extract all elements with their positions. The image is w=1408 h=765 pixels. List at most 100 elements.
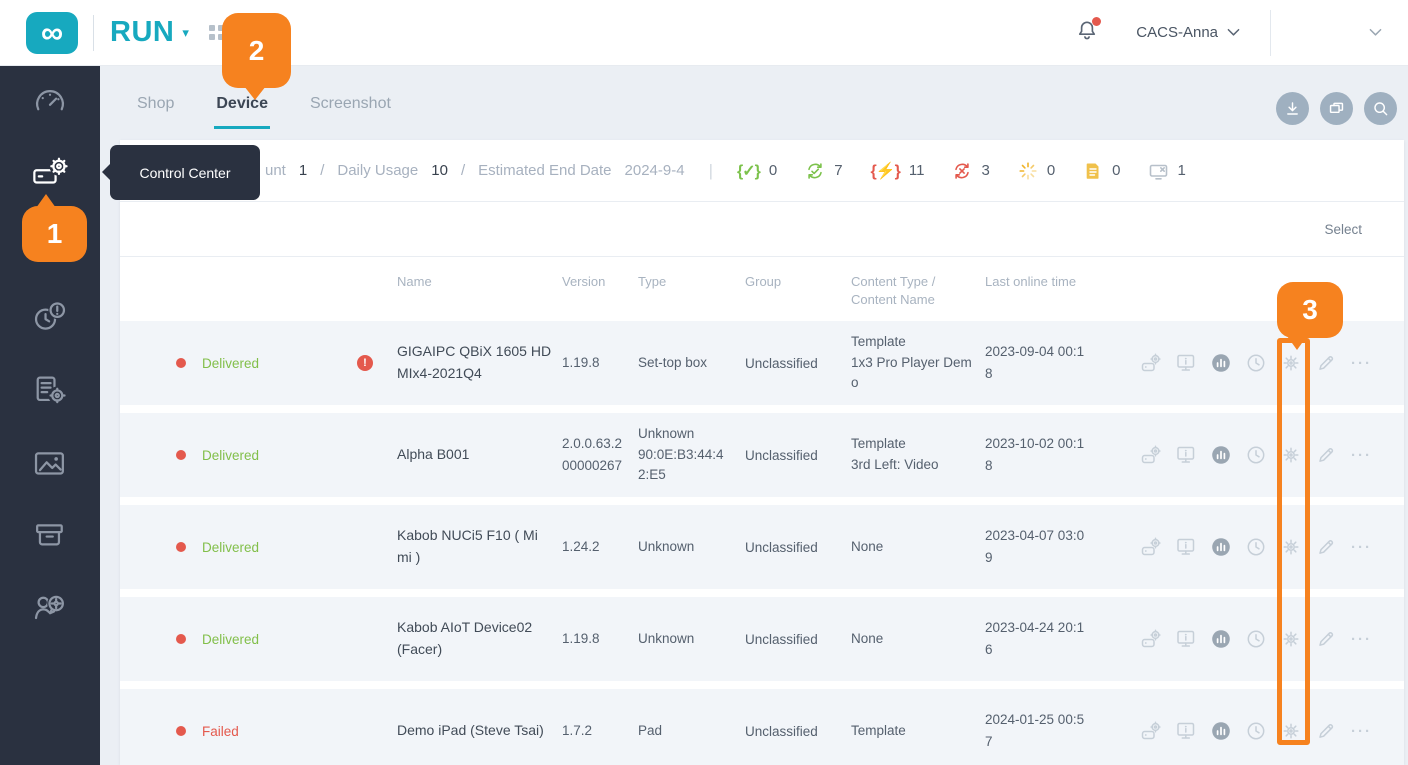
download-button[interactable] — [1276, 92, 1309, 125]
more-icon[interactable]: ··· — [1351, 538, 1372, 556]
device-name: Alpha B001 — [397, 446, 470, 463]
history-clock-icon[interactable] — [1246, 721, 1266, 741]
remote-control-icon[interactable] — [1141, 537, 1161, 557]
edit-pencil-icon[interactable] — [1316, 721, 1336, 741]
more-icon[interactable]: ··· — [1351, 722, 1372, 740]
counter-report: 0 — [1083, 161, 1121, 181]
device-gear-icon — [31, 154, 69, 192]
table-row[interactable]: Delivered Alpha B001 2.0.0.63.200000267 … — [120, 413, 1404, 497]
status-dot — [176, 634, 186, 644]
app-title-caret-icon[interactable]: ▾ — [182, 24, 189, 40]
table-row[interactable]: Delivered ! GIGAIPC QBiX 1605 HD MIx4-20… — [120, 321, 1404, 405]
column-header-name: Name — [397, 274, 432, 289]
device-panel: unt 1 / Daily Usage 10 / Estimated End D… — [120, 140, 1404, 765]
remote-control-icon[interactable] — [1141, 721, 1161, 741]
edit-pencil-icon[interactable] — [1316, 445, 1336, 465]
sidebar-item-account-settings[interactable] — [31, 589, 69, 627]
history-clock-icon[interactable] — [1246, 353, 1266, 373]
counter-pending: 0 — [1018, 161, 1055, 181]
screenshot-monitor-icon[interactable] — [1176, 721, 1196, 741]
last-online-time: 2023-04-24 20:16 — [985, 620, 1085, 657]
edit-pencil-icon[interactable] — [1316, 537, 1336, 557]
counter-sync-error: 3 — [952, 161, 990, 181]
notification-dot — [1092, 17, 1102, 26]
remote-control-icon[interactable] — [1141, 445, 1161, 465]
stat-label: unt — [265, 162, 286, 179]
tab-screenshot[interactable]: Screenshot — [309, 95, 391, 112]
stat-label: Estimated End Date — [478, 162, 612, 179]
table-row[interactable]: Delivered Kabob AIoT Device02 (Facer) 1.… — [120, 597, 1404, 681]
sidebar-item-logs[interactable] — [31, 372, 69, 410]
sidebar-item-media[interactable] — [31, 445, 69, 483]
settings-gear-icon[interactable] — [1281, 353, 1301, 373]
statistics-icon[interactable] — [1211, 537, 1231, 557]
tooltip-text: Control Center — [139, 164, 231, 181]
statistics-icon[interactable] — [1211, 445, 1231, 465]
history-clock-icon[interactable] — [1246, 445, 1266, 465]
screenshot-monitor-icon[interactable] — [1176, 537, 1196, 557]
org-chevron-down-icon[interactable] — [1369, 28, 1382, 37]
device-type: Unknown — [638, 538, 695, 554]
screenshot-monitor-icon[interactable] — [1176, 353, 1196, 373]
sidebar-item-archive[interactable] — [31, 517, 69, 555]
document-gear-icon — [31, 372, 69, 410]
user-chevron-down-icon[interactable] — [1227, 28, 1240, 37]
select-link[interactable]: Select — [1324, 221, 1362, 237]
device-group: Unclassified — [745, 447, 818, 463]
alert-icon[interactable]: ! — [357, 355, 373, 371]
content-type: None — [851, 630, 884, 646]
history-clock-icon[interactable] — [1246, 537, 1266, 557]
screenshot-monitor-icon[interactable] — [1176, 445, 1196, 465]
search-button[interactable] — [1364, 92, 1397, 125]
app-logo[interactable]: ∞ — [26, 11, 78, 54]
counter-script-error: {⚡} 11 — [870, 162, 925, 180]
settings-gear-icon[interactable] — [1281, 445, 1301, 465]
settings-gear-icon[interactable] — [1281, 537, 1301, 557]
remote-control-icon[interactable] — [1141, 629, 1161, 649]
sidebar-item-control-center[interactable] — [31, 154, 69, 192]
device-name: Kabob AIoT Device02 (Facer) — [397, 619, 533, 657]
edit-pencil-icon[interactable] — [1316, 629, 1336, 649]
table-row[interactable]: Delivered Kabob NUCi5 F10 ( Mi mi ) 1.24… — [120, 505, 1404, 589]
edit-pencil-icon[interactable] — [1316, 353, 1336, 373]
more-icon[interactable]: ··· — [1351, 446, 1372, 464]
remote-control-icon[interactable] — [1141, 353, 1161, 373]
statistics-icon[interactable] — [1211, 721, 1231, 741]
history-clock-icon[interactable] — [1246, 629, 1266, 649]
tab-device[interactable]: Device — [214, 95, 271, 129]
device-version: 2.0.0.63.200000267 — [562, 436, 623, 473]
content-tabs: Shop Device Screenshot — [137, 95, 391, 129]
header-divider — [93, 14, 94, 51]
notification-bell[interactable] — [1076, 17, 1102, 46]
header-divider — [1270, 9, 1271, 56]
statistics-icon[interactable] — [1211, 353, 1231, 373]
sidebar-item-dashboard[interactable] — [31, 83, 69, 121]
last-online-time: 2023-04-07 03:09 — [985, 528, 1085, 565]
screenshot-monitor-icon[interactable] — [1176, 629, 1196, 649]
delivery-status: Delivered — [202, 631, 260, 647]
user-menu[interactable]: CACS-Anna — [1136, 24, 1218, 41]
script-error-icon: {⚡} — [870, 162, 901, 180]
sidebar-item-history-alerts[interactable] — [31, 299, 69, 337]
table-row[interactable]: Failed Demo iPad (Steve Tsai) 1.7.2 Pad … — [120, 689, 1404, 765]
settings-gear-icon[interactable] — [1281, 629, 1301, 649]
row-actions: ··· — [1103, 537, 1404, 557]
more-icon[interactable]: ··· — [1351, 630, 1372, 648]
control-center-tooltip: Control Center — [102, 145, 260, 200]
settings-gear-icon[interactable] — [1281, 721, 1301, 741]
select-row: Select — [120, 202, 1404, 257]
user-gear-icon — [31, 589, 69, 627]
tab-shop[interactable]: Shop — [137, 95, 175, 112]
more-icon[interactable]: ··· — [1351, 354, 1372, 372]
stat-value: 2024-9-4 — [624, 162, 685, 179]
apps-grid-icon[interactable] — [208, 25, 224, 40]
device-type: Pad — [638, 722, 663, 738]
multi-window-button[interactable] — [1320, 92, 1353, 125]
script-success-icon: {✓} — [736, 162, 761, 180]
organization-logo[interactable] — [1301, 10, 1347, 56]
delivery-status: Failed — [202, 723, 239, 739]
sync-x-icon — [952, 161, 972, 181]
last-online-time: 2023-09-04 00:18 — [985, 344, 1085, 381]
column-header-version: Version — [562, 274, 606, 289]
statistics-icon[interactable] — [1211, 629, 1231, 649]
